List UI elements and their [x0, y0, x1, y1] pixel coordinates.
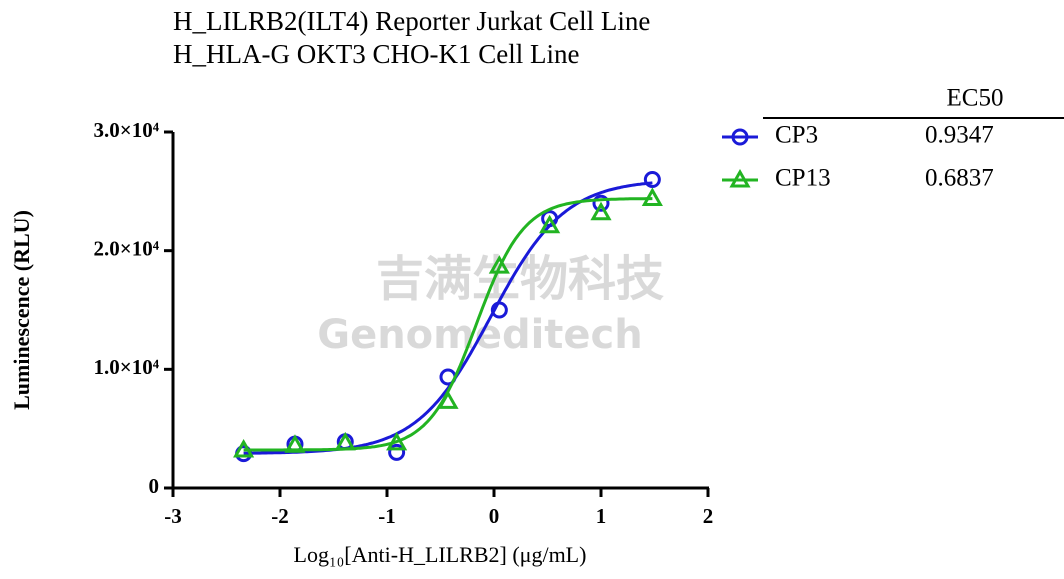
- x-tick-label: -2: [271, 504, 289, 528]
- legend-label: CP13: [775, 165, 831, 192]
- legend-marker: [729, 168, 751, 188]
- marker: [592, 194, 610, 212]
- x-tick-label: 0: [489, 504, 500, 528]
- legend-label: CP3: [775, 122, 818, 149]
- table-header: EC50: [947, 85, 1004, 112]
- marker: [386, 431, 408, 451]
- y-tick-label: 3.0×10⁴: [93, 118, 159, 142]
- marker: [539, 214, 561, 234]
- marker: [437, 390, 459, 409]
- watermark: 吉满生物科技: [376, 251, 664, 307]
- marker: [541, 210, 559, 228]
- y-tick-label: 2.0×10⁴: [93, 236, 159, 260]
- legend-marker: [731, 128, 749, 146]
- x-tick-label: 2: [703, 504, 714, 528]
- x-tick-label: -1: [378, 504, 396, 528]
- x-tick-label: 1: [596, 504, 607, 528]
- y-axis-label: Luminescence (RLU): [9, 210, 34, 410]
- marker: [590, 201, 612, 221]
- marker: [388, 443, 406, 461]
- x-tick-label: -3: [164, 504, 182, 528]
- marker: [488, 255, 510, 274]
- y-tick-label: 0: [149, 474, 160, 498]
- marker: [284, 434, 306, 453]
- y-tick-label: 1.0×10⁴: [93, 355, 159, 379]
- marker: [641, 187, 663, 206]
- marker: [490, 301, 508, 319]
- ec50-value: 0.6837: [925, 165, 994, 192]
- marker: [643, 170, 661, 188]
- x-axis-label: Log₁₀[Anti-H_LILRB2] (μg/mL): [294, 542, 587, 567]
- chart-title: H_LILRB2(ILT4) Reporter Jurkat Cell Line: [173, 6, 650, 36]
- ec50-value: 0.9347: [925, 122, 994, 149]
- chart-subtitle: H_HLA-G OKT3 CHO-K1 Cell Line: [173, 39, 579, 69]
- marker: [233, 439, 255, 458]
- marker: [334, 431, 356, 451]
